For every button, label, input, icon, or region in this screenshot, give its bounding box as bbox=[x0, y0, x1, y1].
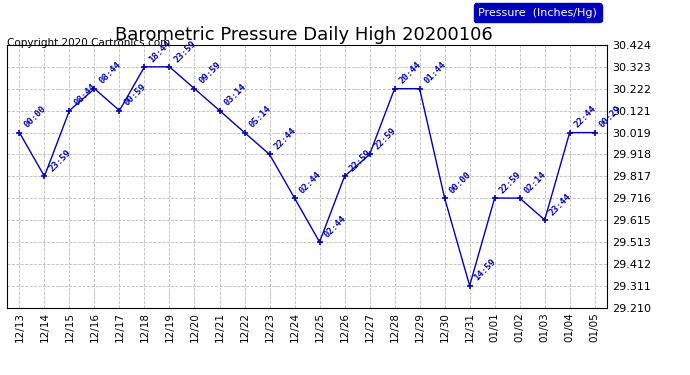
Text: 00:00: 00:00 bbox=[22, 104, 48, 130]
Text: 14:59: 14:59 bbox=[473, 258, 497, 283]
Text: 02:14: 02:14 bbox=[522, 170, 548, 195]
Text: 22:59: 22:59 bbox=[347, 148, 373, 174]
Text: 23:59: 23:59 bbox=[172, 39, 197, 64]
Text: 22:44: 22:44 bbox=[573, 104, 598, 130]
Legend: Pressure  (Inches/Hg): Pressure (Inches/Hg) bbox=[474, 3, 602, 22]
Text: 08:44: 08:44 bbox=[97, 60, 123, 86]
Text: 02:44: 02:44 bbox=[297, 170, 323, 195]
Text: 01:44: 01:44 bbox=[422, 60, 448, 86]
Text: 00:00: 00:00 bbox=[447, 170, 473, 195]
Text: 22:44: 22:44 bbox=[273, 126, 297, 152]
Text: Barometric Pressure Daily High 20200106: Barometric Pressure Daily High 20200106 bbox=[115, 26, 493, 44]
Text: 05:14: 05:14 bbox=[247, 104, 273, 130]
Text: 18:44: 18:44 bbox=[147, 39, 172, 64]
Text: 22:59: 22:59 bbox=[497, 170, 523, 195]
Text: 20:44: 20:44 bbox=[397, 60, 423, 86]
Text: 00:59: 00:59 bbox=[122, 82, 148, 108]
Text: 22:59: 22:59 bbox=[373, 126, 397, 152]
Text: 03:14: 03:14 bbox=[222, 82, 248, 108]
Text: 08:44: 08:44 bbox=[72, 82, 97, 108]
Text: 02:44: 02:44 bbox=[322, 214, 348, 239]
Text: 23:44: 23:44 bbox=[547, 192, 573, 217]
Text: Copyright 2020 Cartronics.com: Copyright 2020 Cartronics.com bbox=[7, 38, 170, 48]
Text: 00:29: 00:29 bbox=[598, 104, 623, 130]
Text: 23:59: 23:59 bbox=[47, 148, 72, 174]
Text: 09:59: 09:59 bbox=[197, 60, 223, 86]
